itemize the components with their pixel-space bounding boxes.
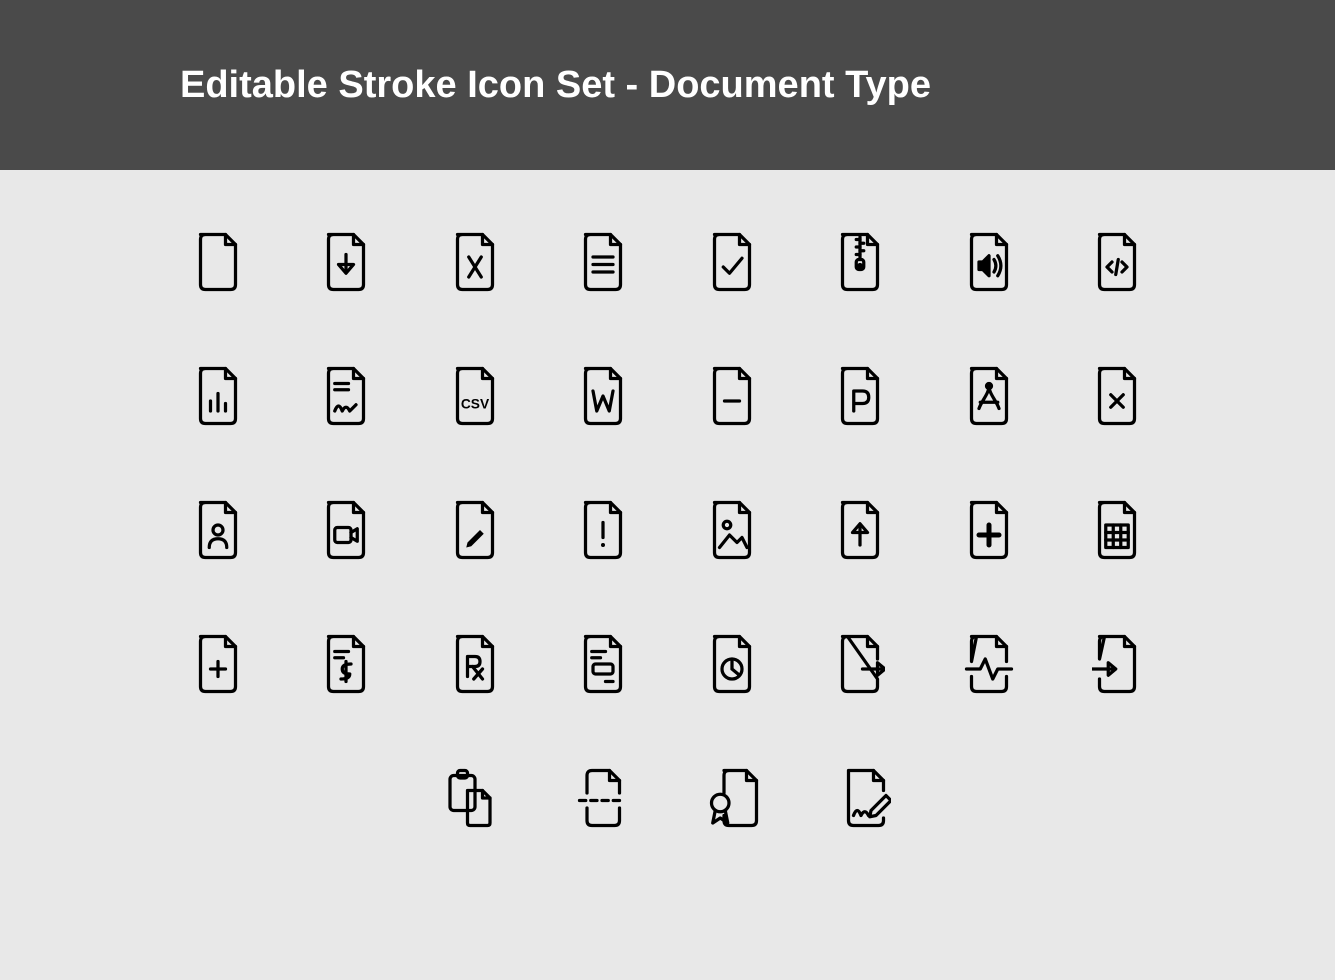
file-add-icon xyxy=(190,632,246,696)
file-sign-icon xyxy=(838,766,894,830)
header: Editable Stroke Icon Set - Document Type xyxy=(0,0,1335,170)
file-activity-icon xyxy=(961,632,1017,696)
file-alert-icon xyxy=(575,498,631,562)
file-minus-icon xyxy=(704,364,760,428)
icon-canvas xyxy=(0,170,1335,980)
file-word-icon xyxy=(575,364,631,428)
icon-row xyxy=(190,632,1145,696)
file-audio-icon xyxy=(961,230,1017,294)
icon-row xyxy=(190,364,1145,428)
file-delete-icon xyxy=(1089,364,1145,428)
file-user-icon xyxy=(190,498,246,562)
file-powerpoint-icon xyxy=(832,364,888,428)
file-form-icon xyxy=(575,632,631,696)
file-invoice-icon xyxy=(318,632,374,696)
file-chart-bar-icon xyxy=(190,364,246,428)
file-check-icon xyxy=(704,230,760,294)
file-upload-icon xyxy=(832,498,888,562)
icon-row xyxy=(190,766,1145,830)
file-zip-icon xyxy=(832,230,888,294)
file-blank-icon xyxy=(190,230,246,294)
file-pie-icon xyxy=(704,632,760,696)
page-title: Editable Stroke Icon Set - Document Type xyxy=(180,64,931,107)
file-break-icon xyxy=(574,766,630,830)
file-spreadsheet-icon xyxy=(1089,498,1145,562)
file-download-icon xyxy=(318,230,374,294)
file-certificate-icon xyxy=(706,766,762,830)
icon-row xyxy=(190,498,1145,562)
file-medical-icon xyxy=(961,498,1017,562)
file-pdf-icon xyxy=(961,364,1017,428)
file-excel-icon xyxy=(447,230,503,294)
file-code-icon xyxy=(1089,230,1145,294)
icon-row xyxy=(190,230,1145,294)
file-csv-icon xyxy=(447,364,503,428)
file-prescription-icon xyxy=(447,632,503,696)
file-video-icon xyxy=(318,498,374,562)
file-signature-doc-icon xyxy=(318,364,374,428)
file-import-icon xyxy=(1089,632,1145,696)
file-text-icon xyxy=(575,230,631,294)
file-export-icon xyxy=(832,632,888,696)
file-edit-icon xyxy=(447,498,503,562)
icon-grid xyxy=(190,230,1145,830)
file-paste-icon xyxy=(442,766,498,830)
file-image-icon xyxy=(704,498,760,562)
